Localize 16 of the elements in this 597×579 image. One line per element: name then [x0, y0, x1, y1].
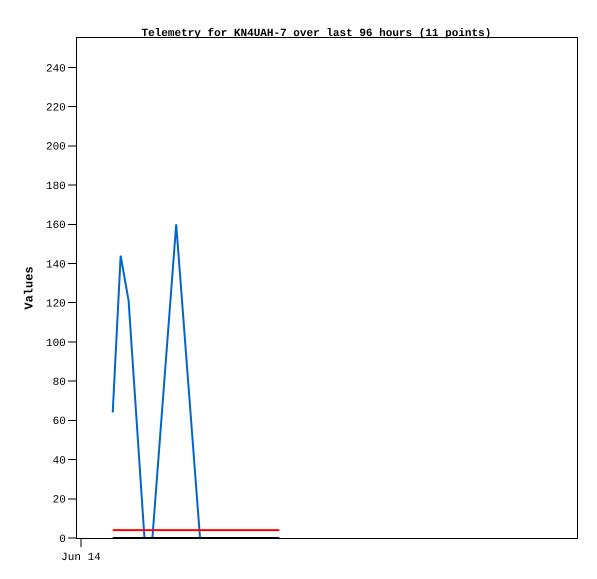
y-tick-label: 100 [46, 338, 66, 350]
y-axis-title: Values [22, 266, 36, 310]
chart-title: Telemetry for KN4UAH-7 over last 96 hours (11 points) [141, 26, 492, 40]
y-tick-label: 220 [46, 102, 66, 114]
y-tick-label: 40 [52, 455, 66, 468]
y-tick-label: 140 [46, 259, 66, 272]
y-tick-label: 20 [52, 494, 66, 507]
y-tick-label: 180 [46, 180, 66, 193]
y-tick-label: 0 [59, 534, 66, 546]
x-tick-label: Jun 14 [61, 552, 102, 564]
y-tick-label: 240 [46, 63, 66, 76]
y-tick-label: 60 [52, 416, 66, 428]
y-tick-label: 120 [46, 298, 66, 311]
y-tick-label: 80 [52, 376, 66, 389]
y-tick-label: 200 [46, 142, 66, 154]
y-tick-label: 160 [46, 220, 66, 232]
